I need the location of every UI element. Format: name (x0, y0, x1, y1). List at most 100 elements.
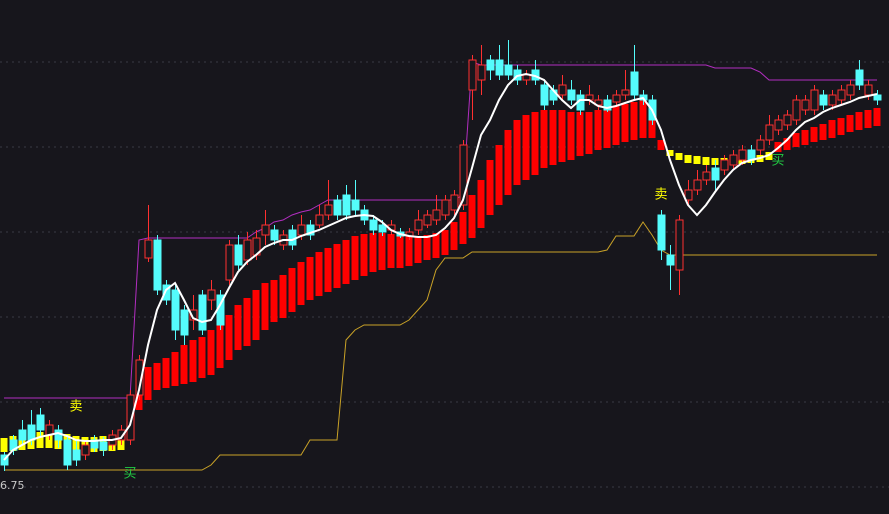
candle-body (378, 224, 387, 233)
candle-body (711, 167, 720, 181)
candle-body (630, 71, 639, 96)
candle-body (81, 444, 90, 456)
candle-body (342, 194, 351, 216)
candle-body (558, 84, 567, 96)
candle-body (126, 394, 135, 441)
candle-body (171, 289, 180, 331)
candle-body (756, 139, 765, 151)
indicator-line (4, 61, 877, 399)
band-bar (252, 290, 260, 340)
candle-body (18, 429, 27, 441)
candle-body (333, 199, 342, 216)
candle-body (765, 124, 774, 141)
low-price-label: 6.75 (0, 479, 25, 492)
candle-body (315, 214, 324, 226)
band-bar (810, 127, 818, 142)
candle-body (846, 84, 855, 96)
candle-body (72, 449, 81, 461)
candle-body (720, 159, 729, 171)
candle-body (801, 99, 810, 111)
candle-body (675, 219, 684, 271)
band-bar (450, 222, 458, 250)
band-bar (288, 268, 296, 312)
band-bar (351, 236, 359, 280)
candle-body (27, 424, 36, 441)
band-bar (414, 236, 422, 263)
band-bar (279, 275, 287, 318)
band-bar (171, 352, 179, 386)
band-bar (324, 248, 332, 292)
band-bar (216, 322, 224, 368)
band-bar (369, 233, 377, 272)
band-bar (549, 110, 557, 165)
band-bar (423, 235, 431, 260)
band-bar (405, 236, 413, 266)
candle-body (153, 239, 162, 291)
band-bar (36, 432, 44, 448)
candle-body (162, 284, 171, 301)
candle-body (63, 439, 72, 466)
band-bar (792, 133, 800, 147)
band-bar (180, 345, 188, 384)
band-bar (567, 112, 575, 160)
band-bar (621, 104, 629, 142)
band-bar (702, 157, 710, 165)
candle-body (324, 204, 333, 216)
band-bar (837, 118, 845, 135)
candle-body (738, 149, 747, 161)
candle-body (180, 309, 189, 336)
band-bar (459, 212, 467, 244)
candle-body (414, 219, 423, 231)
band-bar (504, 130, 512, 195)
candle-body (270, 229, 279, 241)
candle-body (243, 239, 252, 261)
candle-body (594, 99, 603, 106)
candle-body (729, 154, 738, 166)
band-bar (693, 156, 701, 164)
candle-body (864, 84, 873, 96)
band-bar (225, 315, 233, 360)
band-bar (270, 280, 278, 322)
band-bar (153, 363, 161, 390)
band-bar (612, 106, 620, 145)
band-bar (387, 234, 395, 268)
signal-label: 买 (771, 154, 784, 169)
band-bar (801, 130, 809, 145)
candle-body (828, 94, 837, 106)
candle-body (369, 219, 378, 231)
candle-body (441, 199, 450, 216)
band-bar (396, 236, 404, 268)
candle-body (873, 94, 882, 101)
band-bar (675, 153, 683, 160)
band-bar (0, 438, 8, 452)
band-bar (855, 112, 863, 130)
candle-body (198, 294, 207, 331)
band-bar (603, 108, 611, 148)
band-bar (540, 110, 548, 168)
candle-body (603, 99, 612, 111)
candle-body (621, 89, 630, 96)
band-bar (207, 330, 215, 375)
candle-body (774, 119, 783, 131)
band-bar (846, 115, 854, 132)
band-bar (243, 298, 251, 346)
candle-body (351, 199, 360, 211)
candle-body (477, 64, 486, 81)
band-bar (144, 367, 152, 400)
candle-body (189, 309, 198, 321)
band-bar (378, 233, 386, 270)
candle-body (522, 74, 531, 81)
indicator-line (3, 72, 878, 461)
band-bar (639, 100, 647, 138)
band-bar (522, 115, 530, 180)
candle-body (450, 194, 459, 211)
candle-body (36, 414, 45, 431)
band-bar (495, 145, 503, 205)
candle-body (684, 189, 693, 201)
band-bar (261, 283, 269, 330)
band-bar (306, 257, 314, 300)
signal-label: 买 (123, 467, 136, 482)
band-bar (333, 244, 341, 288)
candle-body (666, 254, 675, 266)
